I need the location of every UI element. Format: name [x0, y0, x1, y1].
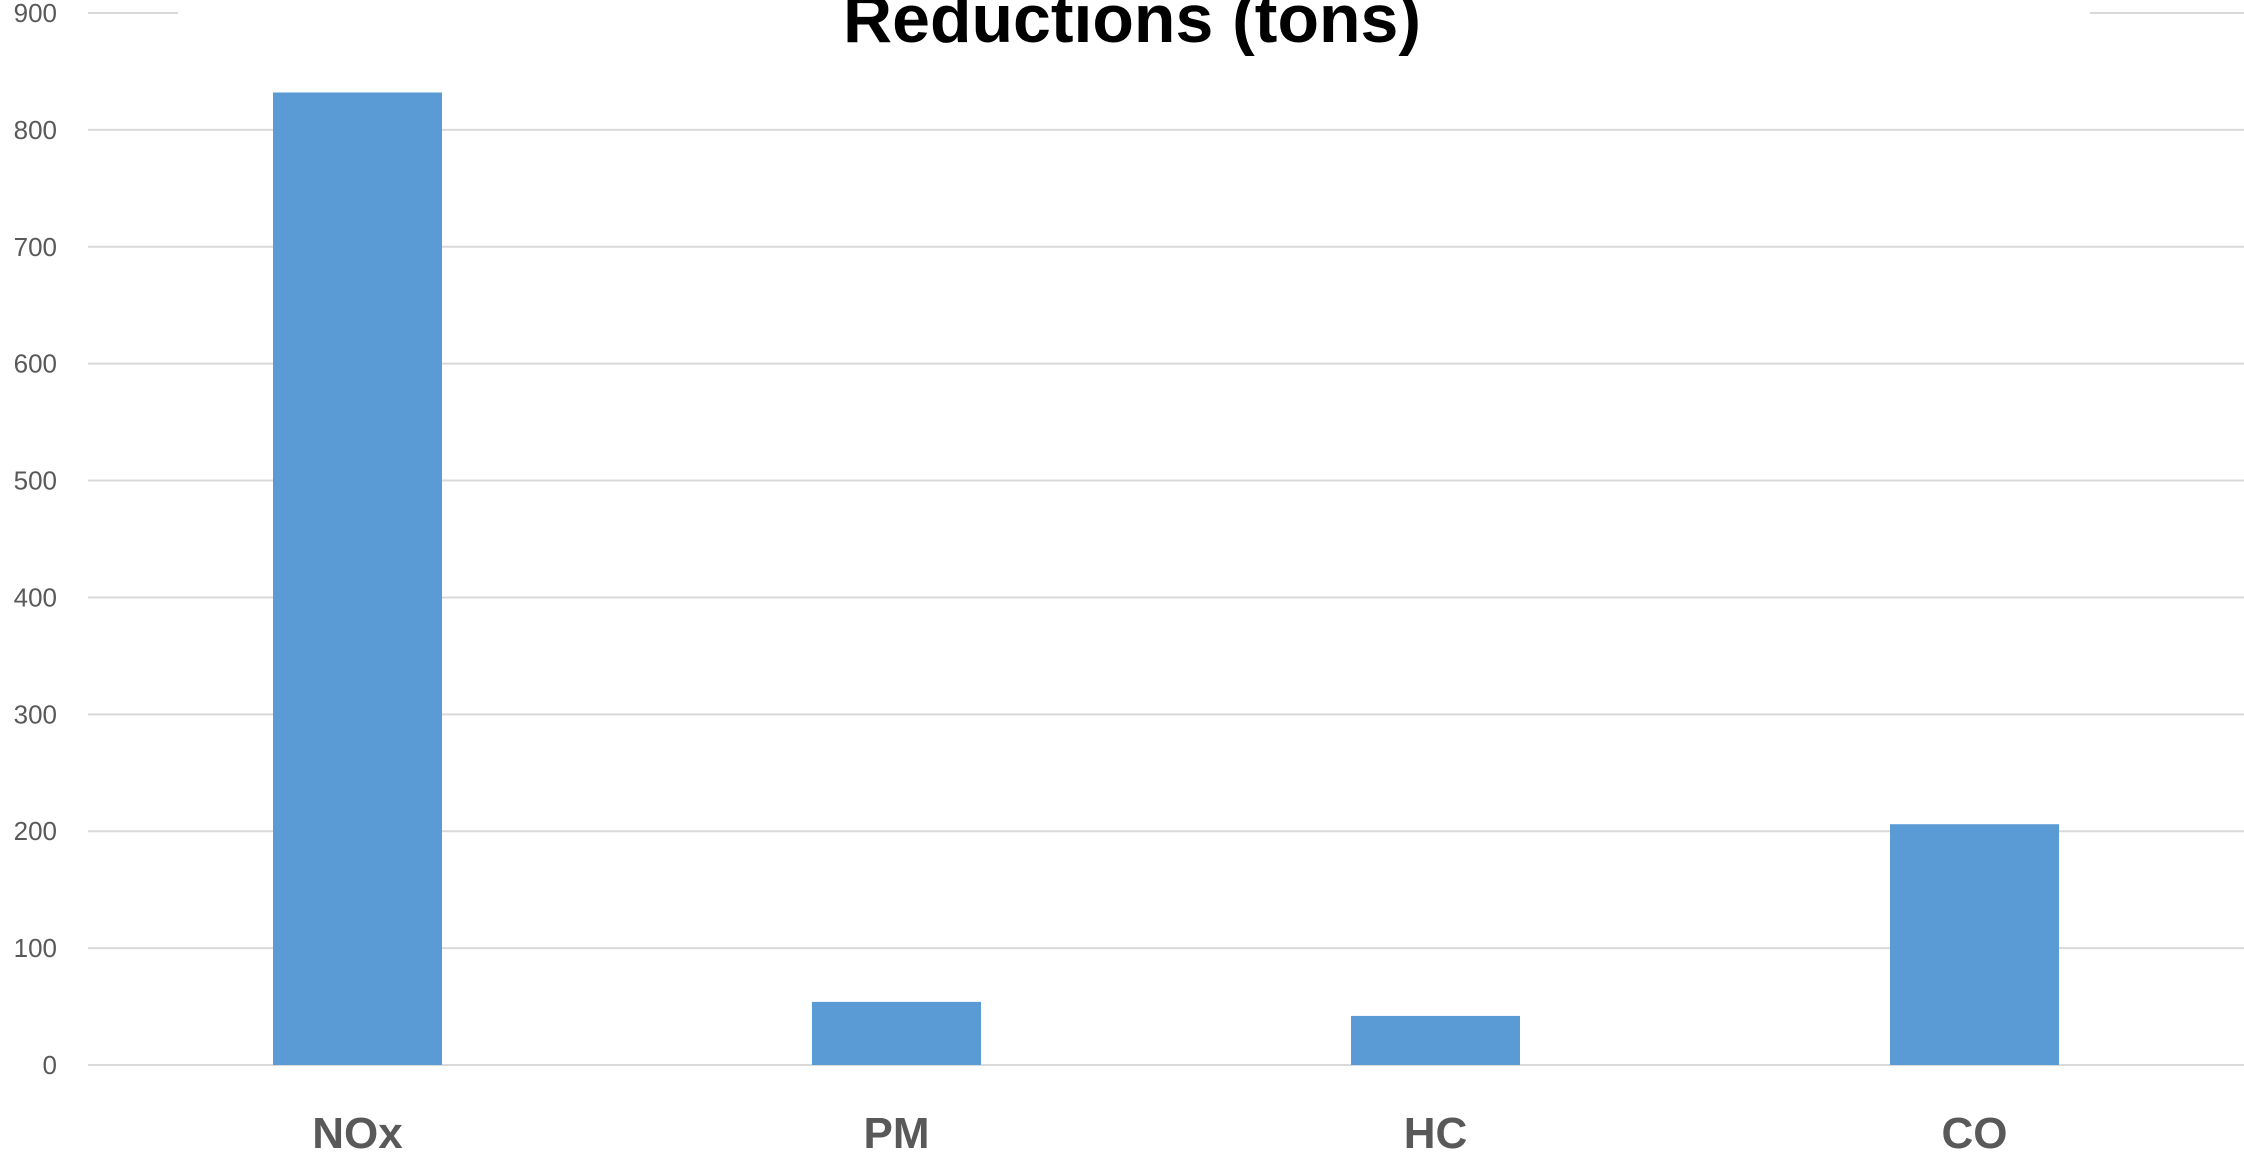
y-tick-label: 900	[14, 0, 57, 28]
x-tick-label-co: CO	[1942, 1109, 2008, 1153]
bar-co	[1890, 824, 2059, 1065]
y-axis-ticks: 0 100 200 300 400 500 600 700 800 900	[14, 0, 57, 1080]
bar-pm	[812, 1001, 981, 1065]
y-tick-label: 700	[14, 232, 57, 262]
y-tick-label: 400	[14, 582, 57, 612]
y-tick-label: 300	[14, 699, 57, 729]
y-tick-label: 500	[14, 466, 57, 496]
chart-title: Reductions (tons)	[843, 0, 1421, 57]
y-tick-label: 800	[14, 115, 57, 145]
bar-hc	[1351, 1015, 1520, 1065]
bars	[273, 92, 2059, 1066]
x-axis-ticks: NOx PM HC CO	[312, 1109, 2007, 1153]
y-tick-label: 600	[14, 349, 57, 379]
y-tick-label: 100	[14, 933, 57, 963]
x-tick-label-pm: PM	[864, 1109, 930, 1153]
x-tick-label-nox: NOx	[312, 1109, 403, 1153]
y-tick-label: 0	[43, 1050, 57, 1080]
y-tick-label: 200	[14, 816, 57, 846]
gridlines	[88, 12, 2244, 1066]
x-tick-label-hc: HC	[1404, 1109, 1468, 1153]
bar-nox	[273, 92, 442, 1066]
